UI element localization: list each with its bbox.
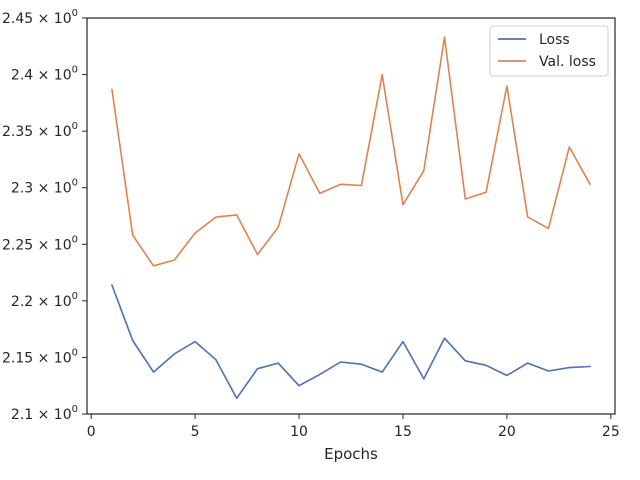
plot-frame: [86, 17, 616, 415]
x-axis-label: Epochs: [324, 445, 378, 463]
x-tick-label: 10: [290, 424, 308, 440]
x-tick-label: 5: [191, 424, 200, 440]
x-tick-label: 15: [394, 424, 412, 440]
x-tick-label: 25: [602, 424, 620, 440]
y-tick-label: 2.45 × 100: [2, 8, 78, 27]
series-line-val-loss: [111, 36, 591, 267]
legend-label-val-loss: Val. loss: [539, 54, 596, 70]
x-tick-label: 20: [498, 424, 516, 440]
ticks-layer: 0 5 10 15 20 25 2.1 × 100 2.15 × 100 2.2 × 100 2.…: [2, 8, 620, 440]
y-tick-label: 2.2 × 100: [11, 291, 78, 310]
y-tick-label: 2.1 × 100: [11, 404, 78, 423]
y-tick-label: 2.4 × 100: [11, 65, 78, 84]
legend-label-loss: Loss: [539, 32, 570, 48]
plot-area: [87, 18, 615, 414]
series-line-loss: [111, 284, 591, 400]
y-tick-label: 2.15 × 100: [2, 347, 78, 366]
y-tick-label: 2.25 × 100: [2, 234, 78, 253]
y-tick-label: 2.3 × 100: [11, 178, 78, 197]
series-layer: [111, 36, 591, 400]
y-tick-label: 2.35 × 100: [2, 121, 78, 140]
legend: Loss Val. loss: [489, 25, 609, 77]
x-tick-label: 0: [87, 424, 96, 440]
